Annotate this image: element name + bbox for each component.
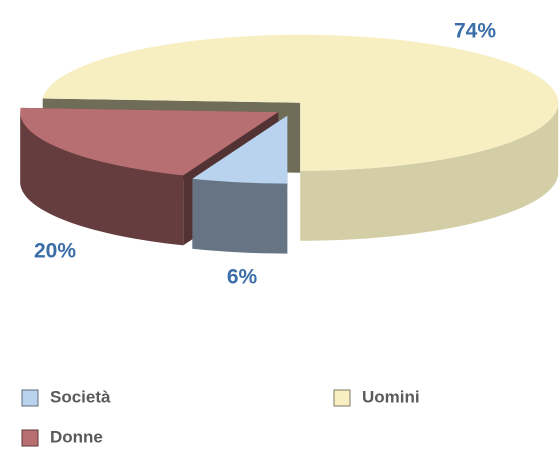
slice-top <box>20 107 279 176</box>
value-label: 20% <box>34 240 76 263</box>
legend-label: Società <box>50 387 111 406</box>
slice-side <box>20 112 184 246</box>
slice-top <box>42 34 559 171</box>
legend-swatch <box>21 429 39 447</box>
legend-label: Uomini <box>362 387 420 406</box>
value-label: 74% <box>454 20 496 43</box>
slice-top <box>192 115 288 184</box>
legend-swatch <box>21 389 39 407</box>
slice-side <box>192 178 288 254</box>
slice-side <box>300 102 559 241</box>
pie-slice <box>192 115 288 254</box>
legend-label: Donne <box>50 427 103 446</box>
legend-swatch <box>333 389 351 407</box>
value-label: 6% <box>227 266 258 289</box>
